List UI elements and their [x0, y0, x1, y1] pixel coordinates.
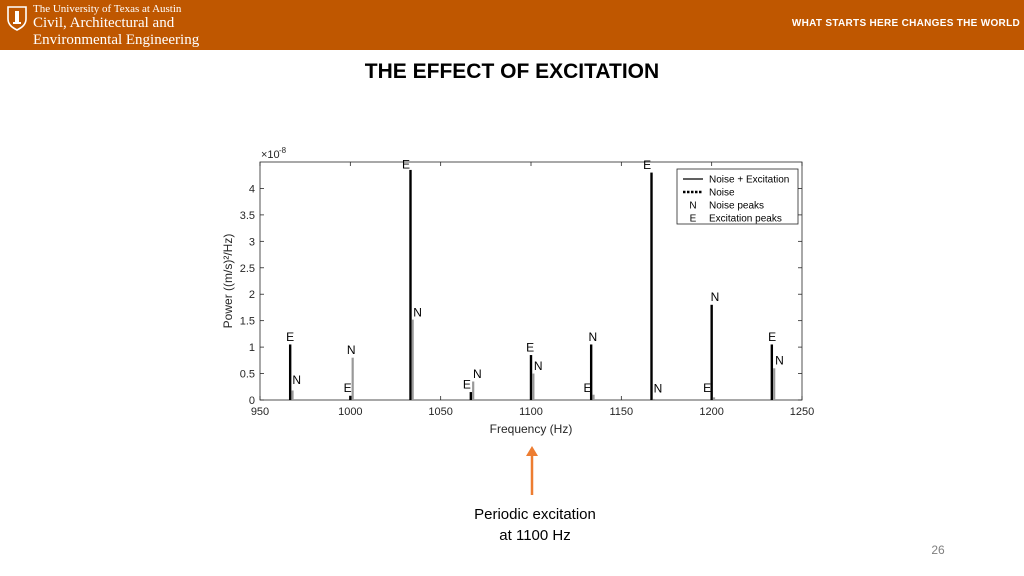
y-tick-label: 0: [249, 395, 255, 407]
y-tick-label: 3: [249, 236, 255, 248]
noise-peak-label: N: [347, 343, 356, 357]
noise-excitation-bar: [288, 344, 292, 400]
noise-peak-label: N: [534, 359, 543, 373]
noise-bar: [773, 368, 776, 400]
y-tick-label: 3.5: [240, 210, 255, 222]
noise-peak-label: N: [654, 382, 663, 396]
noise-excitation-bar: [349, 395, 352, 400]
excitation-peak-label: E: [526, 340, 534, 354]
noise-bar: [532, 373, 535, 400]
noise-excitation-bar: [469, 392, 473, 400]
noise-bar: [291, 390, 294, 400]
excitation-peak-label: E: [584, 381, 592, 395]
y-tick-label: 2: [249, 289, 255, 301]
noise-peak-label: N: [711, 290, 720, 304]
noise-excitation-bar: [529, 355, 533, 400]
noise-bar: [592, 394, 595, 400]
x-axis-label: Frequency (Hz): [490, 422, 573, 436]
y-multiplier-exponent: -8: [279, 146, 287, 155]
legend-entry-label: Excitation peaks: [709, 214, 782, 225]
noise-bar: [652, 398, 655, 400]
university-name: The University of Texas at Austin: [33, 3, 182, 15]
x-tick-label: 1050: [428, 406, 452, 418]
y-tick-label: 0.5: [240, 369, 255, 381]
excitation-arrow-icon: [526, 446, 538, 495]
ut-tower-logo-icon: [7, 6, 27, 31]
excitation-peak-label: E: [402, 157, 410, 171]
legend-entry-label: Noise peaks: [709, 201, 764, 212]
header-bar: The University of Texas at Austin Civil,…: [0, 0, 1024, 50]
noise-peak-label: N: [413, 305, 422, 319]
excitation-peak-label: E: [344, 381, 352, 395]
excitation-peak-label: E: [286, 330, 294, 344]
slogan: WHAT STARTS HERE CHANGES THE WORLD: [791, 18, 1020, 29]
x-tick-label: 1150: [610, 406, 634, 418]
x-tick-label: 1100: [519, 406, 543, 418]
noise-excitation-bar: [650, 172, 653, 400]
x-tick-label: 1250: [790, 406, 814, 418]
excitation-peak-label: E: [463, 377, 471, 391]
y-tick-label: 4: [249, 183, 255, 195]
legend-entry-label: Noise + Excitation: [709, 175, 789, 186]
noise-bar: [472, 381, 475, 400]
legend-box: [676, 168, 799, 225]
legend-letter-symbol: E: [690, 214, 697, 225]
x-tick-label: 950: [251, 406, 269, 418]
excitation-peak-label: E: [703, 381, 711, 395]
noise-bar: [411, 319, 414, 400]
power-spectrum-chart: 950 1000 1050 1100 1150 1200 1250 0 0.5 1 1.5 2 2.5 3…: [221, 146, 814, 436]
noise-excitation-bar: [770, 344, 774, 400]
caption-line-1: Periodic excitation: [474, 506, 596, 523]
department-line-1: Civil, Architectural and: [33, 15, 175, 31]
x-tick-label: 1200: [699, 406, 723, 418]
page-number: 26: [931, 543, 945, 557]
noise-excitation-bar: [710, 304, 713, 400]
legend-letter-symbol: N: [689, 201, 696, 212]
excitation-peak-label: E: [768, 330, 776, 344]
noise-bar: [712, 397, 716, 400]
department-line-2: Environmental Engineering: [33, 32, 200, 48]
caption-line-2: at 1100 Hz: [499, 527, 571, 544]
legend-entry-label: Noise: [709, 188, 735, 199]
y-axis-label: Power ((m/s)²/Hz): [221, 234, 235, 329]
noise-peak-label: N: [588, 330, 597, 344]
noise-bar: [351, 357, 354, 400]
excitation-caption: Periodic excitation at 1100 Hz: [435, 504, 635, 546]
x-tick-label: 1000: [338, 406, 362, 418]
y-tick-label: 1.5: [240, 316, 255, 328]
y-tick-label: 1: [249, 342, 255, 354]
y-multiplier: ×10: [261, 149, 280, 161]
y-tick-label: 2.5: [240, 263, 255, 275]
noise-peak-label: N: [473, 367, 482, 381]
department-name: Civil, Architectural and Environmental E…: [33, 15, 199, 49]
noise-excitation-bar: [589, 344, 593, 400]
slide-title: THE EFFECT OF EXCITATION: [364, 60, 660, 83]
noise-peak-label: N: [292, 373, 301, 387]
noise-peak-label: N: [775, 354, 784, 368]
noise-excitation-bar: [409, 169, 412, 400]
excitation-peak-label: E: [643, 158, 651, 172]
